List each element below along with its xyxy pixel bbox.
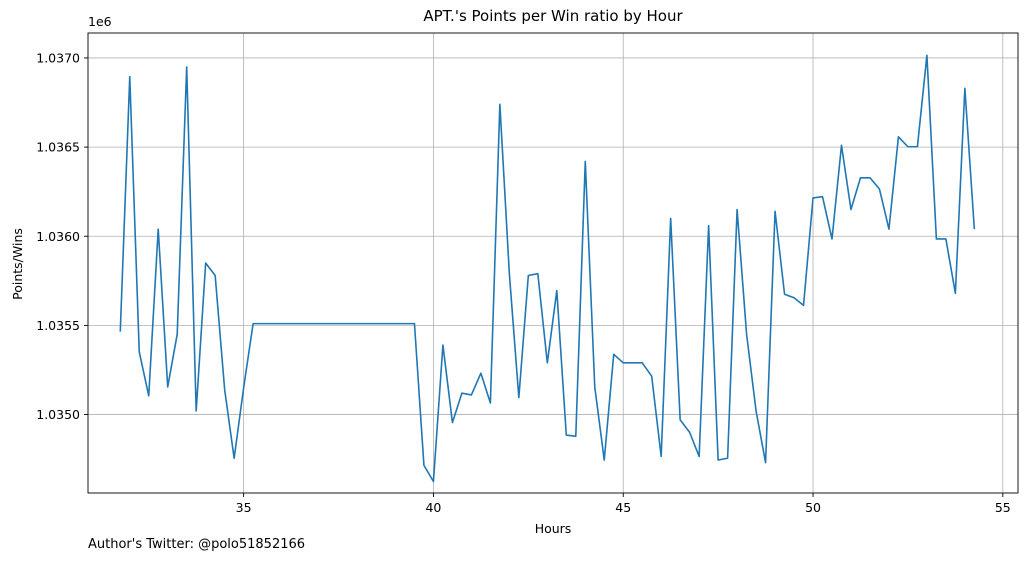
x-tick-label: 45	[615, 500, 631, 515]
y-tick-label: 1.0370	[36, 50, 80, 65]
y-tick-label: 1.0350	[36, 407, 80, 422]
plot-frame	[87, 32, 1019, 494]
x-axis-label: Hours	[535, 521, 572, 536]
series-line	[119, 54, 976, 483]
chart-title: APT.'s Points per Win ratio by Hour	[423, 7, 683, 25]
author-credit: Author's Twitter: @polo51852166	[88, 537, 306, 552]
x-tick-label: 35	[236, 500, 252, 515]
plot-area	[87, 32, 1019, 494]
x-axis-ticks: 35 40 45 50 55	[236, 493, 1011, 515]
grid-lines	[88, 33, 1018, 493]
x-tick-label: 40	[425, 500, 441, 515]
x-tick-label: 55	[995, 500, 1011, 515]
y-axis-offset-label: 1e6	[88, 14, 112, 29]
y-axis-ticks: 1.0350 1.0355 1.0360 1.0365 1.0370	[36, 50, 88, 422]
y-axis-label: Points/Wins	[10, 228, 25, 300]
x-tick-label: 50	[805, 500, 821, 515]
y-tick-label: 1.0360	[36, 229, 80, 244]
y-tick-label: 1.0365	[36, 140, 80, 155]
y-tick-label: 1.0355	[36, 318, 80, 333]
